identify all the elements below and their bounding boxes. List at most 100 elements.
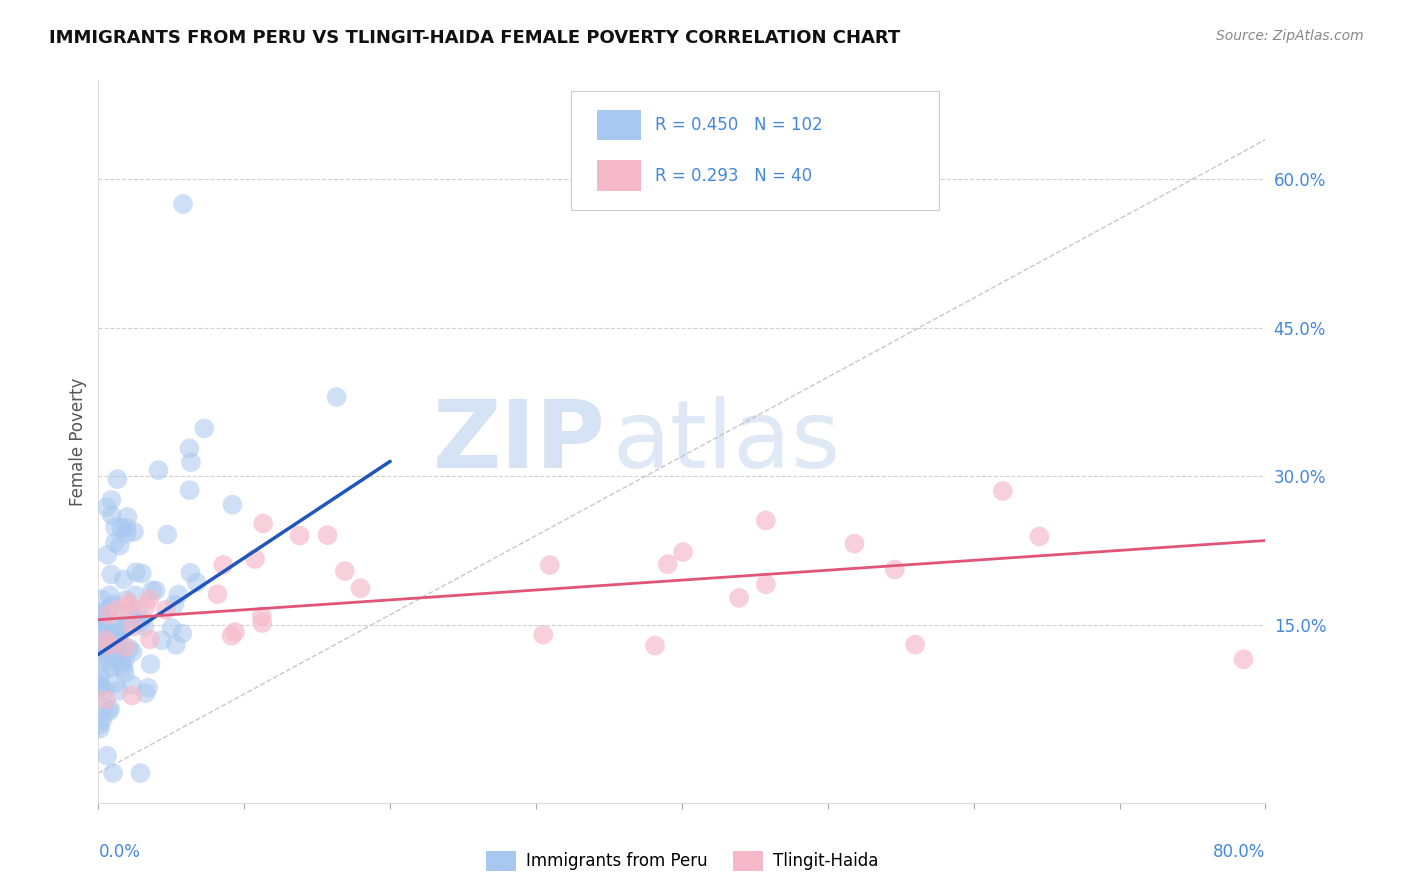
Point bbox=[98, 588, 121, 602]
Point bbox=[100, 660, 122, 674]
Point bbox=[844, 536, 866, 550]
Point bbox=[89, 610, 111, 624]
Point bbox=[103, 645, 125, 659]
Point bbox=[114, 652, 136, 666]
Point bbox=[134, 620, 156, 634]
Text: atlas: atlas bbox=[612, 395, 841, 488]
Point bbox=[180, 455, 202, 469]
Point bbox=[252, 516, 274, 531]
Point bbox=[186, 575, 208, 590]
Point bbox=[991, 483, 1014, 498]
Point bbox=[90, 592, 112, 607]
Point bbox=[125, 566, 148, 580]
Point bbox=[89, 677, 111, 691]
Point bbox=[145, 583, 167, 598]
Point bbox=[115, 592, 138, 607]
Point bbox=[141, 583, 163, 598]
Point bbox=[104, 653, 127, 667]
Point bbox=[112, 620, 135, 634]
Point bbox=[179, 566, 201, 580]
Point bbox=[89, 642, 111, 657]
Text: Source: ZipAtlas.com: Source: ZipAtlas.com bbox=[1216, 29, 1364, 43]
Point bbox=[163, 598, 186, 612]
Point bbox=[89, 722, 111, 736]
Point bbox=[1232, 652, 1254, 666]
Point bbox=[333, 564, 356, 578]
Point bbox=[98, 701, 121, 715]
Point bbox=[139, 657, 162, 672]
Point bbox=[89, 632, 111, 646]
Point bbox=[165, 638, 187, 652]
Point bbox=[148, 463, 170, 477]
Point bbox=[118, 608, 141, 623]
Point bbox=[172, 626, 194, 640]
Point bbox=[114, 666, 136, 681]
Point bbox=[94, 693, 117, 707]
Point bbox=[100, 508, 122, 522]
Point bbox=[91, 606, 114, 620]
Point bbox=[252, 615, 274, 630]
Point bbox=[122, 524, 145, 539]
FancyBboxPatch shape bbox=[596, 161, 641, 191]
Point bbox=[96, 661, 118, 675]
Point bbox=[94, 683, 117, 698]
Point bbox=[212, 558, 235, 572]
Point bbox=[121, 645, 143, 659]
Point bbox=[755, 577, 778, 591]
Text: IMMIGRANTS FROM PERU VS TLINGIT-HAIDA FEMALE POVERTY CORRELATION CHART: IMMIGRANTS FROM PERU VS TLINGIT-HAIDA FE… bbox=[49, 29, 900, 46]
Point bbox=[97, 607, 120, 622]
Text: ZIP: ZIP bbox=[433, 395, 606, 488]
Text: R = 0.450   N = 102: R = 0.450 N = 102 bbox=[655, 116, 823, 134]
Point bbox=[100, 567, 122, 582]
Point bbox=[108, 627, 131, 641]
Point bbox=[136, 681, 159, 695]
Point bbox=[531, 628, 554, 642]
Point bbox=[883, 562, 905, 576]
Y-axis label: Female Poverty: Female Poverty bbox=[69, 377, 87, 506]
Point bbox=[127, 605, 149, 619]
Point bbox=[150, 633, 173, 648]
Point bbox=[129, 615, 152, 629]
Point bbox=[91, 713, 114, 727]
Point bbox=[904, 638, 927, 652]
Point bbox=[108, 539, 131, 553]
Point bbox=[96, 548, 118, 562]
Point bbox=[100, 600, 122, 615]
Legend: Immigrants from Peru, Tlingit-Haida: Immigrants from Peru, Tlingit-Haida bbox=[479, 844, 884, 878]
Point bbox=[91, 642, 114, 657]
Point bbox=[193, 421, 215, 435]
Point bbox=[250, 609, 273, 624]
Point bbox=[93, 613, 115, 627]
Point bbox=[96, 748, 118, 763]
Point bbox=[107, 683, 129, 698]
Point bbox=[224, 625, 246, 640]
Point bbox=[122, 619, 145, 633]
Point bbox=[728, 591, 751, 605]
Point bbox=[107, 642, 129, 657]
Point bbox=[117, 595, 139, 609]
Point bbox=[100, 493, 122, 508]
Point bbox=[96, 603, 118, 617]
Point bbox=[221, 629, 243, 643]
Point bbox=[644, 639, 666, 653]
Text: 80.0%: 80.0% bbox=[1213, 843, 1265, 861]
Point bbox=[105, 648, 128, 663]
Point bbox=[96, 652, 118, 666]
Point bbox=[288, 528, 311, 542]
Point bbox=[98, 630, 121, 644]
Point bbox=[114, 640, 136, 654]
Point bbox=[131, 566, 153, 581]
Point bbox=[135, 599, 157, 613]
Point bbox=[118, 641, 141, 656]
Point bbox=[172, 197, 194, 211]
Point bbox=[139, 632, 162, 647]
Point bbox=[117, 510, 139, 524]
Point bbox=[124, 612, 146, 626]
Point bbox=[121, 678, 143, 692]
Point bbox=[105, 633, 128, 648]
Point bbox=[121, 689, 143, 703]
Point bbox=[107, 626, 129, 640]
Point bbox=[107, 602, 129, 616]
Point bbox=[89, 717, 111, 731]
Point bbox=[104, 520, 127, 534]
